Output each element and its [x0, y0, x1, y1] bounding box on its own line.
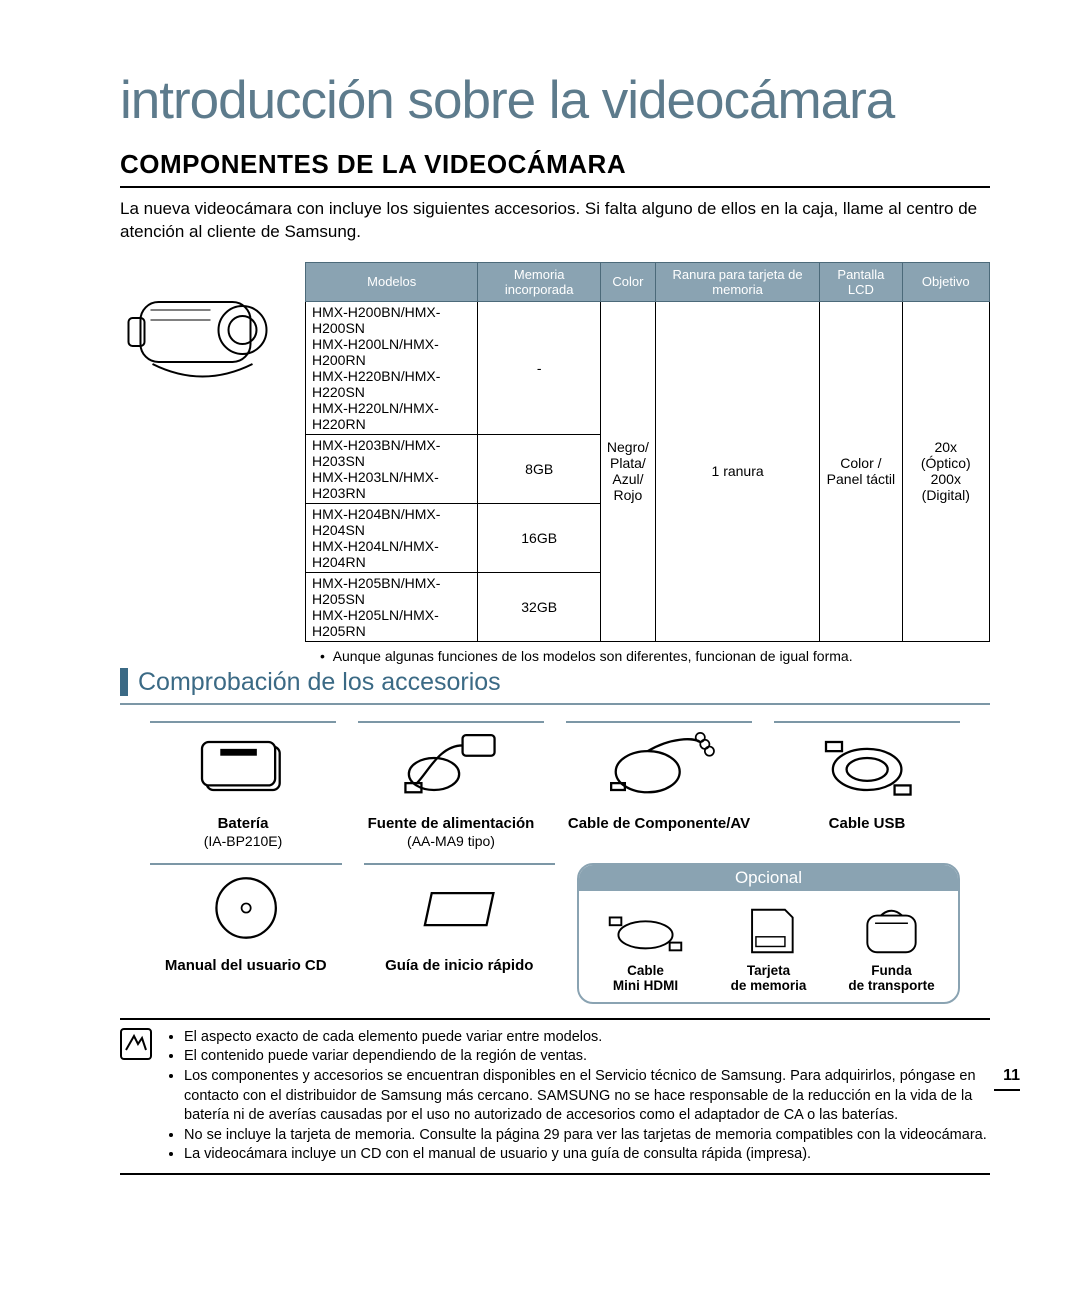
- color-cell: Negro/Plata/Azul/Rojo: [600, 301, 655, 641]
- optional-label: CableMini HDMI: [587, 963, 704, 994]
- page-title: introducción sobre la videocámara: [120, 70, 990, 131]
- accessory-cell: Guía de inicio rápido: [364, 863, 556, 1004]
- lcd-cell: Color /Panel táctil: [820, 301, 902, 641]
- intro-paragraph: La nueva videocámara con incluye los sig…: [120, 198, 990, 244]
- subheading: Comprobación de los accesorios: [138, 668, 501, 697]
- optional-illustration: [833, 899, 950, 963]
- spec-table: ModelosMemoria incorporadaColorRanura pa…: [305, 262, 990, 642]
- note-item: Los componentes y accesorios se encuentr…: [184, 1067, 990, 1126]
- optional-heading: Opcional: [579, 865, 958, 891]
- optional-label: Fundade transporte: [833, 963, 950, 994]
- accessory-cell: Cable de Componente/AV: [566, 721, 752, 849]
- memory-cell: 32GB: [478, 572, 600, 641]
- accessory-illustration: [150, 721, 336, 809]
- accessory-label: Cable USB: [774, 815, 960, 833]
- memory-cell: 16GB: [478, 503, 600, 572]
- optional-box: Opcional CableMini HDMITarjetade memoria…: [577, 863, 960, 1004]
- accessory-illustration: [566, 721, 752, 809]
- note-item: El aspecto exacto de cada elemento puede…: [184, 1028, 990, 1048]
- accessory-label: Fuente de alimentación: [358, 815, 544, 833]
- accessory-cell: Fuente de alimentación(AA-MA9 tipo): [358, 721, 544, 849]
- model-cell: HMX-H203BN/HMX-H203SNHMX-H203LN/HMX-H203…: [306, 434, 478, 503]
- spec-header: Modelos: [306, 262, 478, 301]
- notes-list: El aspecto exacto de cada elemento puede…: [164, 1028, 990, 1165]
- accessory-label: Batería: [150, 815, 336, 833]
- page-number: 11: [1003, 1067, 1020, 1085]
- accessory-sublabel: (IA-BP210E): [150, 833, 336, 849]
- accessory-cell: Batería(IA-BP210E): [150, 721, 336, 849]
- optional-illustration: [710, 899, 827, 963]
- model-cell: HMX-H205BN/HMX-H205SNHMX-H205LN/HMX-H205…: [306, 572, 478, 641]
- accessory-sublabel: (AA-MA9 tipo): [358, 833, 544, 849]
- accessory-cell: Cable USB: [774, 721, 960, 849]
- accessory-illustration: [364, 863, 556, 951]
- memory-cell: -: [478, 301, 600, 434]
- lens-cell: 20x (Óptico)200x (Digital): [902, 301, 989, 641]
- optional-item: Tarjetade memoria: [710, 899, 827, 994]
- note-item: La videocámara incluye un CD con el manu…: [184, 1145, 990, 1165]
- model-cell: HMX-H204BN/HMX-H204SNHMX-H204LN/HMX-H204…: [306, 503, 478, 572]
- optional-label: Tarjetade memoria: [710, 963, 827, 994]
- spec-header: Memoria incorporada: [478, 262, 600, 301]
- model-cell: HMX-H200BN/HMX-H200SNHMX-H200LN/HMX-H200…: [306, 301, 478, 434]
- section-heading: COMPONENTES DE LA VIDEOCÁMARA: [120, 149, 990, 188]
- accessory-label: Manual del usuario CD: [150, 957, 342, 975]
- accessory-cell: Manual del usuario CD: [150, 863, 342, 1004]
- table-footnote: • Aunque algunas funciones de los modelo…: [320, 648, 990, 664]
- optional-item: Fundade transporte: [833, 899, 950, 994]
- spec-header: Objetivo: [902, 262, 989, 301]
- note-icon: [120, 1028, 152, 1060]
- spec-header: Ranura para tarjeta de memoria: [655, 262, 819, 301]
- memory-cell: 8GB: [478, 434, 600, 503]
- slot-cell: 1 ranura: [655, 301, 819, 641]
- note-item: El contenido puede variar dependiendo de…: [184, 1047, 990, 1067]
- accessory-illustration: [150, 863, 342, 951]
- accessory-label: Cable de Componente/AV: [566, 815, 752, 833]
- optional-illustration: [587, 899, 704, 963]
- accessory-illustration: [358, 721, 544, 809]
- spec-header: Pantalla LCD: [820, 262, 902, 301]
- page-number-underline: [994, 1089, 1020, 1091]
- camcorder-illustration: [120, 272, 285, 392]
- subhead-accent-bar: [120, 668, 128, 696]
- optional-item: CableMini HDMI: [587, 899, 704, 994]
- spec-header: Color: [600, 262, 655, 301]
- note-item: No se incluye la tarjeta de memoria. Con…: [184, 1126, 990, 1146]
- accessory-illustration: [774, 721, 960, 809]
- accessory-label: Guía de inicio rápido: [364, 957, 556, 975]
